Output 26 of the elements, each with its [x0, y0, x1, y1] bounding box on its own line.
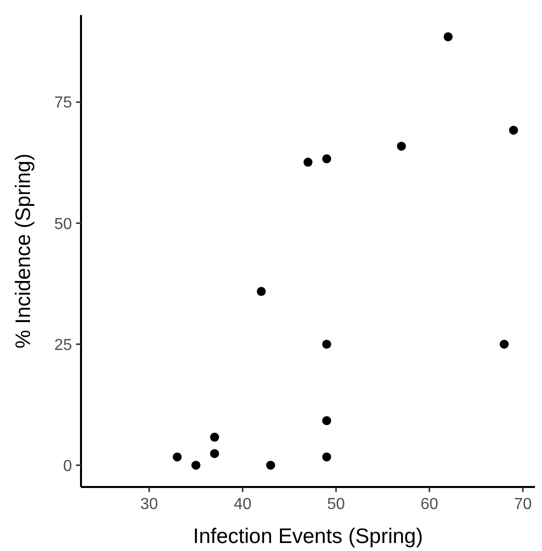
point [444, 32, 453, 42]
point [191, 460, 200, 470]
point [322, 416, 332, 426]
point [210, 449, 220, 458]
point [322, 452, 332, 462]
y-tick-label: 0 [63, 458, 72, 475]
point [210, 432, 220, 442]
point [322, 340, 332, 349]
x-tick-label: 30 [140, 496, 158, 513]
point [322, 154, 332, 164]
point [266, 460, 276, 470]
x-tick-label: 50 [327, 496, 346, 513]
x-tick-label: 70 [514, 496, 532, 513]
x-tick-label: 60 [420, 496, 438, 513]
y-tick-label: 50 [54, 216, 72, 233]
y-axis-title: % Incidence (Spring) [12, 154, 35, 348]
point [509, 126, 518, 135]
point [172, 452, 182, 462]
point [304, 158, 312, 167]
y-tick-label: 75 [54, 94, 72, 112]
x-tick-label: 40 [234, 496, 252, 513]
y-tick-label: 25 [54, 336, 72, 354]
x-axis-title: Infection Events (Spring) [193, 525, 423, 548]
point [256, 286, 266, 296]
point [500, 340, 509, 349]
point [396, 142, 406, 151]
